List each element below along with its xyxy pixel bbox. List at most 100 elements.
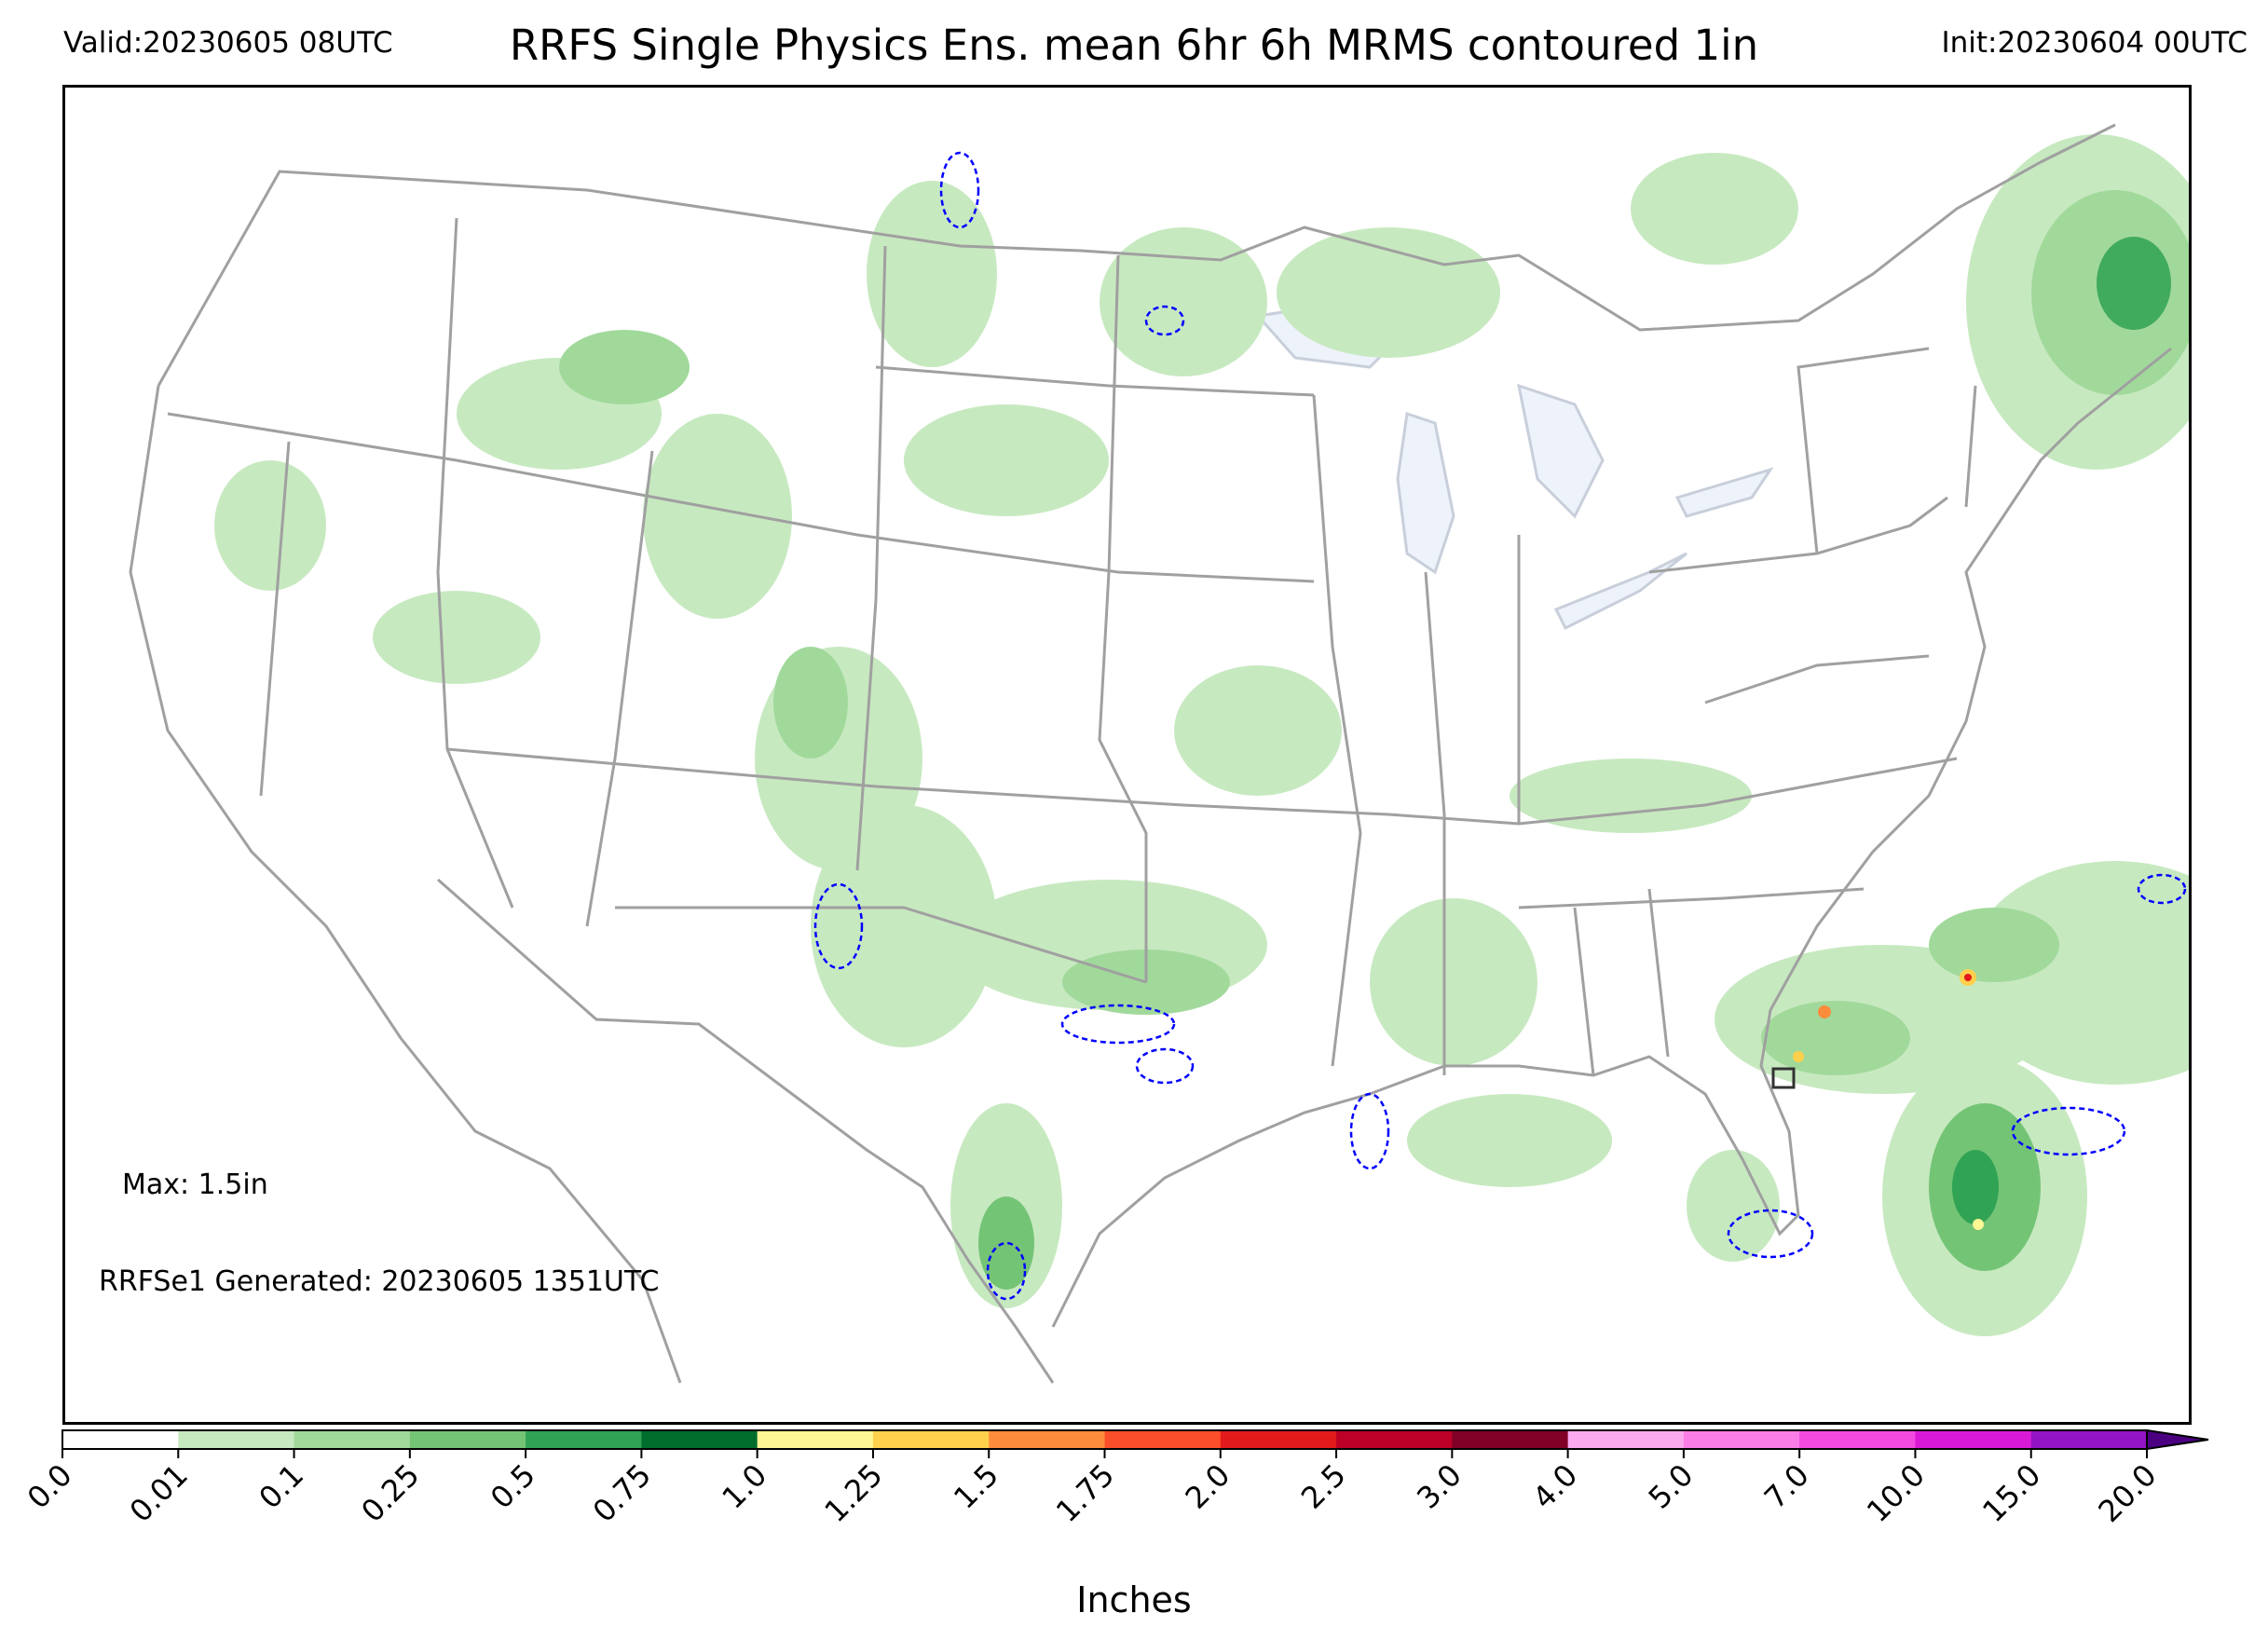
state-line <box>1518 887 1865 909</box>
state-line <box>855 245 887 871</box>
colorbar-swatch <box>757 1430 874 1449</box>
colorbar-tick-label: 0.01 <box>123 1457 195 1529</box>
contour <box>1349 1092 1390 1170</box>
precip-area <box>559 330 690 404</box>
precip-area <box>643 414 792 619</box>
contour <box>986 1241 1027 1301</box>
contour <box>813 882 864 970</box>
max-value-label: Max: 1.5in <box>122 1168 268 1201</box>
colorbar-swatch <box>1336 1430 1453 1449</box>
colorbar-swatch <box>641 1430 758 1449</box>
state-line <box>615 906 1147 984</box>
precip-area <box>1407 1094 1612 1187</box>
valid-time-label: Valid:20230605 08UTC <box>63 26 393 60</box>
colorbar-swatch <box>1452 1430 1569 1449</box>
init-time-label: Init:20230604 00UTC <box>1941 26 2248 60</box>
colorbar-swatch <box>526 1430 642 1449</box>
precip-area <box>904 404 1109 516</box>
contour <box>1060 1004 1176 1045</box>
colorbar-swatch <box>1104 1430 1222 1449</box>
contour <box>939 151 980 229</box>
precip-area <box>1929 908 2059 982</box>
precip-area <box>1174 665 1342 796</box>
colorbar-tick-label: 0.75 <box>586 1457 658 1529</box>
colorbar-tick-label: 0.1 <box>252 1457 310 1516</box>
state-line <box>1964 385 1977 508</box>
map-title: RRFS Single Physics Ens. mean 6hr 6h MRM… <box>509 20 1759 70</box>
state-line <box>1424 571 1446 1075</box>
colorbar-tick-label: 10.0 <box>1860 1457 1932 1529</box>
state-line <box>1573 907 1595 1076</box>
precip-max-spot <box>1818 1005 1831 1018</box>
mrms-1in-contours <box>813 151 2187 1301</box>
precip-area <box>978 1196 1034 1290</box>
colorbar-tick-label: 1.0 <box>715 1457 773 1516</box>
contour <box>2011 1106 2126 1156</box>
colorbar-swatch <box>872 1430 990 1449</box>
colorbar-swatch <box>2030 1430 2148 1449</box>
state-line <box>1647 888 1670 1058</box>
colorbar-tick-label: 7.0 <box>1757 1457 1816 1516</box>
pacific-coast <box>129 385 682 1384</box>
precip-area <box>1952 1150 1999 1224</box>
contour <box>1727 1209 1814 1259</box>
precip-area <box>1687 1150 1780 1262</box>
political-borders <box>129 123 2172 1384</box>
colorbar-swatch <box>1683 1430 1800 1449</box>
precip-area <box>1510 758 1752 833</box>
state-line <box>1312 394 1362 1067</box>
state-line <box>259 441 291 797</box>
precip-field <box>214 134 2189 1336</box>
colorbar-swatch <box>409 1430 526 1449</box>
state-line <box>875 365 1315 397</box>
colorbar-extend-arrow <box>2146 1428 2209 1451</box>
colorbar-tick-label: 1.5 <box>947 1457 1005 1516</box>
precip-area <box>1370 898 1537 1066</box>
state-line <box>1387 757 1958 826</box>
colorbar-swatch <box>178 1430 295 1449</box>
precip-map: Max: 1.5in RRFSe1 Generated: 20230605 13… <box>62 85 2192 1425</box>
generated-time-label: RRFSe1 Generated: 20230605 1351UTC <box>99 1265 660 1298</box>
contour <box>2137 873 2187 905</box>
precip-area <box>773 647 848 758</box>
gulf-atlantic-coast <box>1051 347 2172 1328</box>
state-line <box>1648 496 1948 574</box>
precip-area <box>2097 237 2171 330</box>
precip-area <box>1631 153 1798 265</box>
colorbar-tick-label: 2.5 <box>1294 1457 1353 1516</box>
colorbar-swatch <box>62 1430 179 1449</box>
state-line <box>436 217 514 909</box>
colorbar-tick-label: 0.25 <box>354 1457 426 1529</box>
precip-area <box>1100 227 1267 376</box>
colorbar-tick-label: 1.25 <box>817 1457 889 1529</box>
lake-huron <box>1517 383 1605 519</box>
state-line <box>1704 654 1930 704</box>
state-line <box>446 747 1389 816</box>
colorbar-ticks: 0.0 0.01 0.1 0.25 0.5 0.75 1.0 1.25 1.5 1.75 2.0 2.… <box>20 1449 2164 1529</box>
precip-max-spot <box>1964 974 1972 981</box>
state-line <box>167 412 1315 583</box>
colorbar-tick-label: 20.0 <box>2091 1457 2163 1529</box>
colorbar: 0.0 0.01 0.1 0.25 0.5 0.75 1.0 1.25 1.5 1.75 2.0 2.… <box>20 1428 2209 1529</box>
colorbar-tick-label: 0.5 <box>484 1457 542 1516</box>
colorbar-swatch <box>1567 1430 1685 1449</box>
colorbar-tick-label: 4.0 <box>1525 1457 1584 1516</box>
colorbar-swatches <box>61 1428 2209 1451</box>
precip-area <box>1277 227 1500 358</box>
colorbar-tick-label: 15.0 <box>1975 1457 2047 1529</box>
state-line <box>585 450 654 927</box>
colorbar-tick-label: 2.0 <box>1179 1457 1237 1516</box>
precip-area <box>214 460 326 591</box>
precip-max-spot <box>1973 1219 1984 1230</box>
state-line <box>1797 347 1930 554</box>
colorbar-tick-label: 1.75 <box>1049 1457 1121 1529</box>
map-canvas <box>129 123 2189 1384</box>
colorbar-label: Inches <box>1076 1579 1192 1620</box>
colorbar-swatch <box>1915 1430 2032 1449</box>
colorbar-swatch <box>1799 1430 1916 1449</box>
precip-max-spot <box>1793 1051 1804 1062</box>
lake-michigan <box>1396 412 1455 575</box>
colorbar-swatch <box>294 1430 411 1449</box>
contour <box>1144 305 1185 336</box>
max-location-box <box>1771 1067 1796 1089</box>
